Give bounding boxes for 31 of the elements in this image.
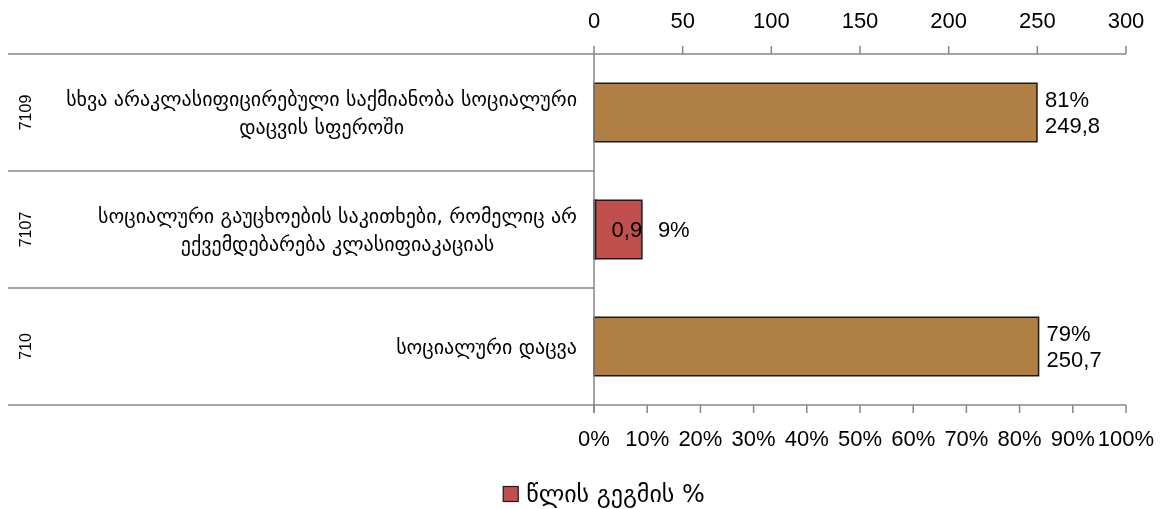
x-tick-label: 40% [784, 425, 829, 451]
y2-tick-label: 7109 [16, 94, 34, 131]
x-tick-label: 80% [997, 425, 1042, 451]
data-label: 249,8 [1044, 113, 1101, 139]
x-tick-label: 70% [944, 425, 989, 451]
y-tick-label: სხვა არაკლასიფიცირებული საქმიანობა სოციალური დაცვის სფეროში [66, 86, 577, 139]
annotation: 81% [1044, 87, 1090, 113]
x-tick-label: 100% [1097, 425, 1155, 451]
annotation: 79% [1046, 321, 1091, 347]
x2-tick-label: 150 [841, 7, 879, 33]
data-label: 250,7 [1046, 347, 1102, 373]
data-label: 9% [657, 217, 690, 243]
data-label: 0,9 [611, 217, 643, 243]
x2-tick-label: 100 [752, 7, 790, 33]
x2-tick-label: 250 [1018, 7, 1056, 33]
x-tick-label: 20% [678, 425, 723, 451]
x-tick-label: 60% [891, 425, 936, 451]
y2-tick-label: 7107 [16, 211, 34, 248]
x2-tick-label: 50 [670, 7, 695, 33]
x-tick-label: 30% [731, 425, 776, 451]
x-tick-label: 90% [1050, 425, 1095, 451]
x-tick-label: 0% [578, 425, 610, 451]
x-tick-label: 50% [837, 425, 883, 451]
x2-tick-label: 0 [587, 7, 601, 33]
y-tick-label: სოციალური გაუცხოების საკითხები, რომელიც არ ექვემდებარება კლასიფიაკაციას [98, 203, 577, 256]
legend-label: წლის გეგმის % [526, 480, 705, 509]
x2-tick-label: 200 [930, 7, 968, 33]
y-tick-label: სოციალური დაცვა [396, 334, 577, 359]
x2-tick-label: 300 [1107, 7, 1145, 33]
y2-tick-label: 710 [16, 333, 34, 360]
x-tick-label: 10% [625, 425, 670, 451]
